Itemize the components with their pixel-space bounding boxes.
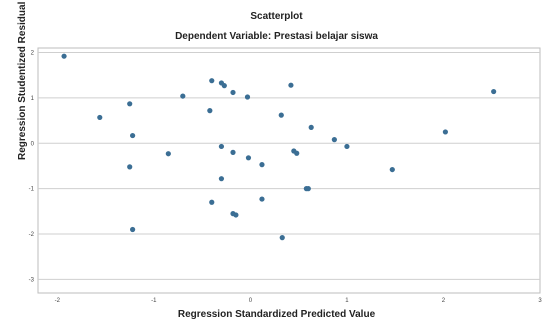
y-tick-label: -2	[29, 232, 35, 238]
data-point	[209, 78, 215, 84]
grid-lines	[38, 52, 540, 280]
data-point	[491, 88, 497, 95]
data-point	[305, 186, 311, 192]
data-point	[218, 143, 225, 150]
data-point	[230, 89, 236, 96]
y-axis-label: Regression Studentized Residual	[17, 1, 28, 160]
data-point	[221, 83, 227, 89]
data-point	[278, 112, 284, 118]
data-point	[259, 196, 265, 202]
y-tick-label: 0	[31, 141, 35, 147]
data-point	[344, 143, 350, 150]
data-point	[308, 124, 314, 130]
data-point	[127, 164, 133, 170]
x-tick-label: -2	[55, 298, 61, 304]
data-point	[259, 162, 265, 168]
data-point	[218, 176, 225, 182]
data-point	[230, 211, 236, 217]
data-point	[288, 82, 294, 88]
data-point	[389, 166, 395, 173]
plot-area	[37, 47, 541, 294]
data-point	[442, 129, 448, 135]
data-point	[130, 132, 136, 139]
chart-subtitle: Dependent Variable: Prestasi belajar sis…	[175, 31, 378, 42]
data-point	[209, 199, 215, 205]
y-tick-label: -3	[29, 277, 35, 283]
data-point	[230, 149, 236, 155]
data-point	[207, 108, 213, 114]
x-tick-label: 2	[442, 298, 446, 304]
data-point	[97, 114, 103, 121]
data-point	[180, 93, 186, 99]
data-point	[61, 53, 67, 59]
data-points	[61, 53, 497, 241]
x-tick-label: 3	[538, 298, 542, 304]
data-point	[127, 101, 133, 107]
data-point	[279, 235, 285, 241]
y-tick-label: 1	[31, 96, 35, 102]
data-point	[130, 226, 136, 233]
data-point	[245, 155, 252, 161]
data-point	[294, 150, 300, 156]
y-tick-label: -1	[29, 187, 35, 193]
data-point	[165, 151, 171, 157]
x-tick-label: 1	[345, 298, 349, 304]
y-tick-label: 2	[31, 51, 35, 57]
data-point	[331, 137, 337, 143]
data-point	[244, 94, 251, 100]
axis-ticks: 2 1 0 -1 -2 -3 -2 -1 0 1 2 3	[29, 51, 543, 304]
chart-title: Scatterplot	[250, 11, 303, 22]
x-tick-label: -1	[151, 298, 157, 304]
x-tick-label: 0	[249, 298, 253, 304]
x-axis-label: Regression Standardized Predicted Value	[177, 309, 376, 320]
